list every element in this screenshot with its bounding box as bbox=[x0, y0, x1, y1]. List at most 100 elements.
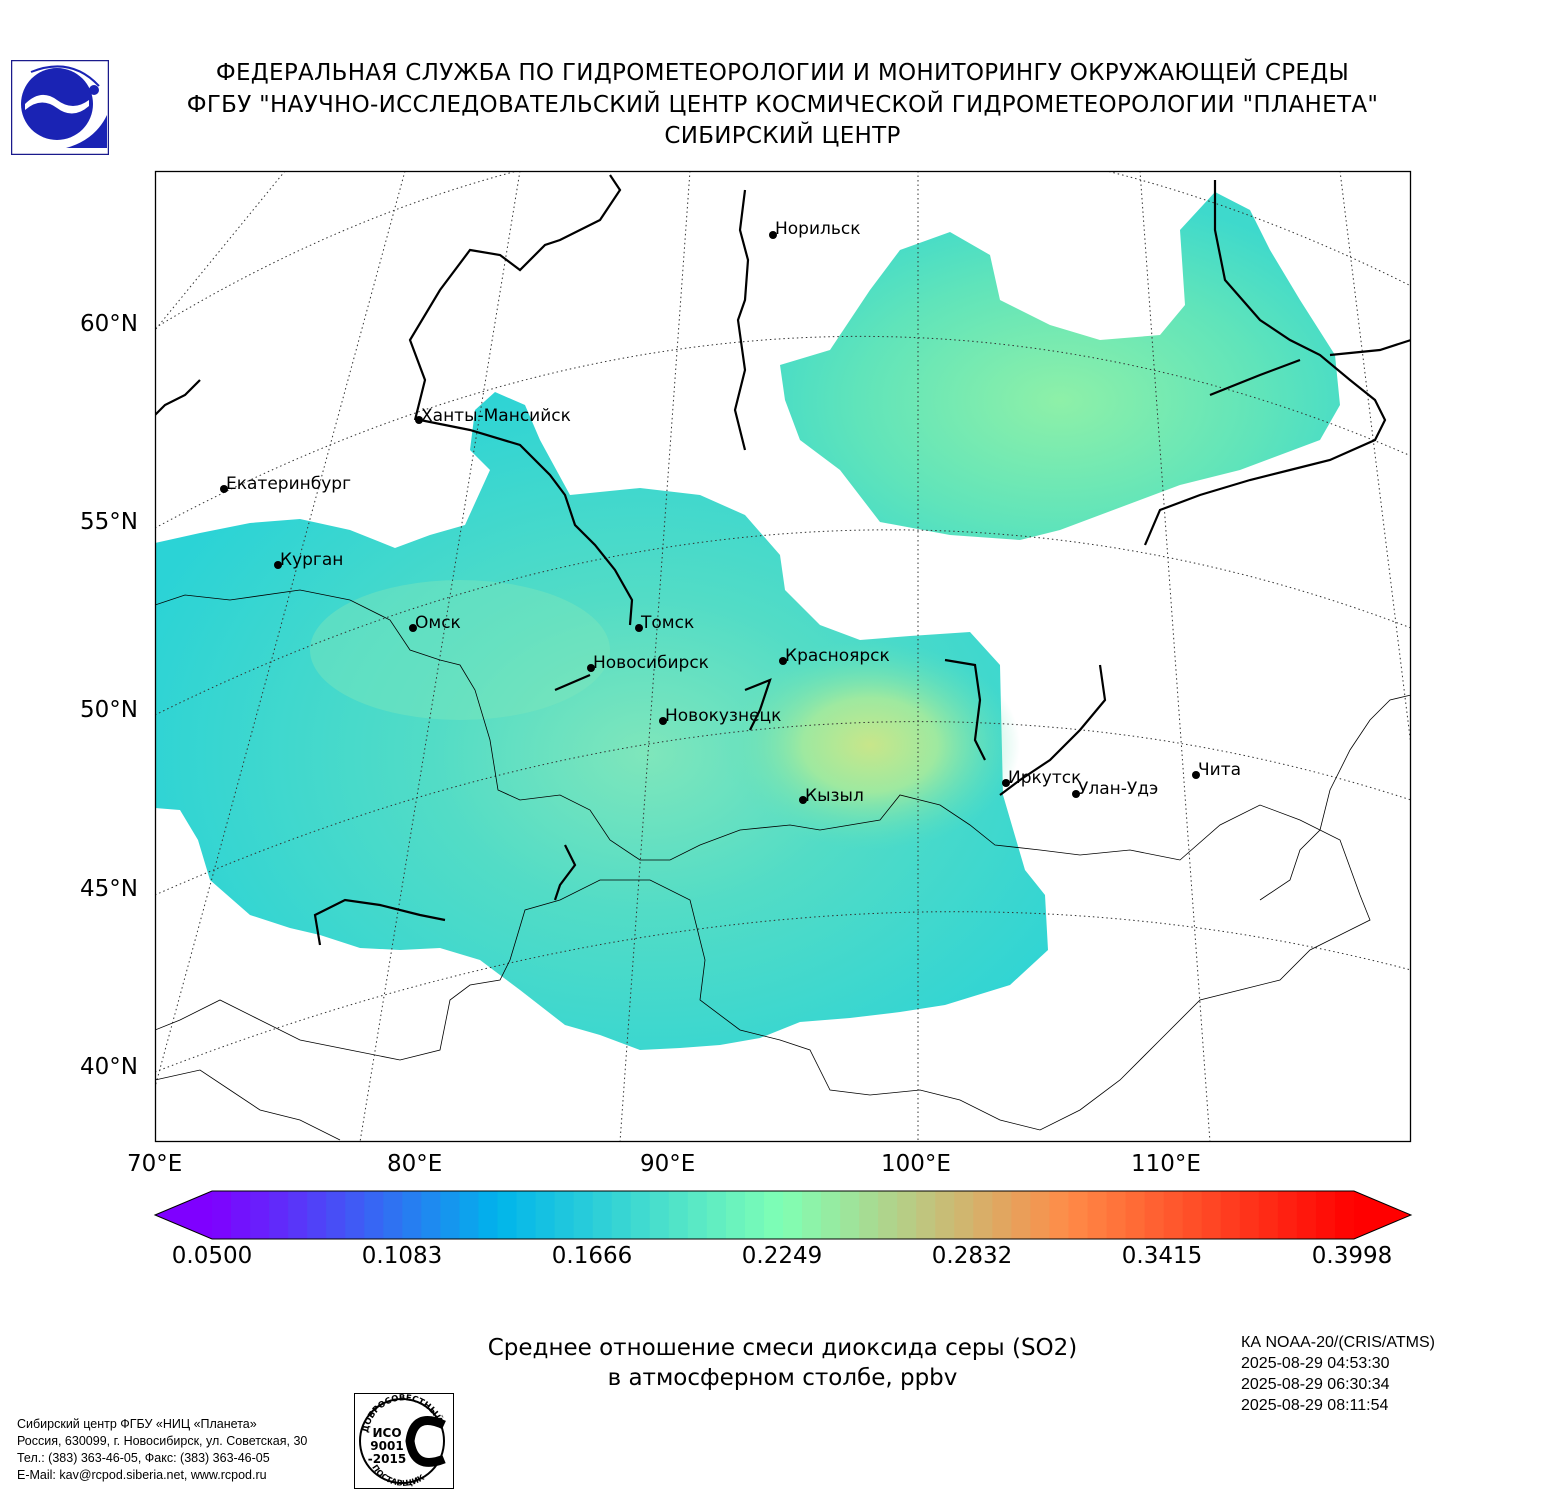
colorbar-segment bbox=[1220, 1191, 1241, 1239]
city-irkutsk: Иркутск bbox=[1002, 768, 1081, 788]
colorbar-segment bbox=[763, 1191, 784, 1239]
city-tomsk: Томск bbox=[635, 613, 694, 633]
colorbar-segment bbox=[687, 1191, 708, 1239]
chart-title-line-1: Среднее отношение смеси диоксида серы (S… bbox=[487, 1335, 1078, 1361]
lat-label-40: 40°N bbox=[80, 1054, 138, 1080]
satellite-time: 2025-08-29 08:11:54 bbox=[1241, 1397, 1389, 1414]
colorbar-segment bbox=[1125, 1191, 1146, 1239]
colorbar-segment bbox=[592, 1191, 613, 1239]
colorbar-segment bbox=[459, 1191, 480, 1239]
colorbar-segment bbox=[440, 1191, 461, 1239]
footer-address-line: E-Mail: kav@rcpod.siberia.net, www.rcpod… bbox=[17, 1468, 267, 1482]
colorbar-segment bbox=[611, 1191, 632, 1239]
colorbar-segment bbox=[992, 1191, 1012, 1239]
footer-address-line: Сибирский центр ФГБУ «НИЦ «Планета» bbox=[17, 1417, 257, 1431]
city-label: Красноярск bbox=[785, 646, 890, 666]
colorbar-segment bbox=[288, 1191, 308, 1239]
colorbar-segment bbox=[421, 1191, 441, 1239]
colorbar-segment bbox=[1277, 1191, 1298, 1239]
colorbar-segment bbox=[573, 1191, 594, 1239]
colorbar-segment bbox=[1258, 1191, 1279, 1239]
city-label: Иркутск bbox=[1008, 768, 1081, 788]
colorbar-segment bbox=[1011, 1191, 1032, 1239]
colorbar-segment bbox=[250, 1191, 270, 1239]
colorbar-segment bbox=[1049, 1191, 1070, 1239]
colorbar-segment bbox=[497, 1191, 518, 1239]
colorbar-segment bbox=[231, 1191, 251, 1239]
city-label: Норильск bbox=[775, 219, 861, 239]
colorbar-segment bbox=[783, 1191, 803, 1239]
colorbar-segment bbox=[725, 1191, 746, 1239]
lat-label-60: 60°N bbox=[80, 311, 138, 337]
colorbar-segment bbox=[1068, 1191, 1089, 1239]
lon-label-100: 100°E bbox=[881, 1151, 951, 1177]
header-line-2: ФГБУ "НАУЧНО-ИССЛЕДОВАТЕЛЬСКИЙ ЦЕНТР КОС… bbox=[186, 92, 1379, 118]
lat-label-55: 55°N bbox=[80, 509, 138, 535]
colorbar-segment bbox=[802, 1191, 822, 1239]
colorbar-segment bbox=[916, 1191, 936, 1239]
city-label: Улан-Удэ bbox=[1078, 779, 1158, 799]
satellite-name: КА NOAA-20/(CRIS/ATMS) bbox=[1241, 1334, 1435, 1351]
colorbar-segment bbox=[1106, 1191, 1127, 1239]
colorbar-segment bbox=[1239, 1191, 1260, 1239]
city-novosibirsk: Новосибирск bbox=[587, 653, 709, 673]
colorbar-segment bbox=[1087, 1191, 1108, 1239]
city-ulan-ude: Улан-Удэ bbox=[1072, 779, 1158, 799]
colorbar-segment bbox=[269, 1191, 289, 1239]
colorbar-segment bbox=[935, 1191, 955, 1239]
colorbar-segment bbox=[840, 1191, 860, 1239]
colorbar-segment bbox=[954, 1191, 974, 1239]
colorbar-tick: 0.3998 bbox=[1311, 1243, 1393, 1269]
city-label: Чита bbox=[1198, 760, 1241, 780]
lon-label-90: 90°E bbox=[640, 1151, 696, 1177]
colorbar-segment bbox=[973, 1191, 993, 1239]
chart-title-line-2: в атмосферном столбе, ppbv bbox=[607, 1365, 958, 1391]
lat-label-50: 50°N bbox=[80, 697, 138, 723]
colorbar-tick: 0.2832 bbox=[931, 1243, 1013, 1269]
city-kurgan: Курган bbox=[274, 550, 343, 570]
city-norilsk: Норильск bbox=[769, 219, 861, 239]
so2-field-northeast bbox=[780, 192, 1340, 540]
colorbar-segment bbox=[897, 1191, 917, 1239]
city-label: Омск bbox=[415, 613, 461, 633]
colorbar-tick: 0.1666 bbox=[551, 1243, 633, 1269]
colorbar-outline bbox=[153, 1190, 1413, 1240]
colorbar-segment bbox=[706, 1191, 727, 1239]
svg-text:9001: 9001 bbox=[370, 1439, 403, 1453]
colorbar bbox=[153, 1190, 1413, 1240]
city-label: Кызыл bbox=[805, 786, 864, 806]
city-krasnoyarsk: Красноярск bbox=[779, 646, 890, 666]
colorbar-segment bbox=[345, 1191, 365, 1239]
colorbar-segment bbox=[212, 1191, 232, 1239]
city-khanty-mansiysk: Ханты-Мансийск bbox=[415, 406, 571, 426]
colorbar-segment bbox=[364, 1191, 384, 1239]
colorbar-tick: 0.0500 bbox=[171, 1243, 253, 1269]
city-label: Новосибирск bbox=[593, 653, 709, 673]
svg-text:-2015: -2015 bbox=[368, 1452, 406, 1466]
colorbar-segment bbox=[1144, 1191, 1165, 1239]
colorbar-extend-max bbox=[1354, 1191, 1411, 1239]
colorbar-tick: 0.2249 bbox=[741, 1243, 823, 1269]
colorbar-segment bbox=[1334, 1191, 1355, 1239]
lat-label-45: 45°N bbox=[80, 876, 138, 902]
so2-map: Норильск Ханты-Мансийск Екатеринбург Кур… bbox=[153, 170, 1413, 1240]
city-yekaterinburg: Екатеринбург bbox=[220, 474, 351, 494]
colorbar-segment bbox=[1182, 1191, 1203, 1239]
colorbar-segment bbox=[402, 1191, 422, 1239]
city-novokuznetsk: Новокузнецк bbox=[659, 706, 781, 726]
colorbar-segment bbox=[1296, 1191, 1317, 1239]
lon-label-80: 80°E bbox=[387, 1151, 443, 1177]
header-line-3: СИБИРСКИЙ ЦЕНТР bbox=[664, 123, 901, 149]
lon-label-70: 70°E bbox=[127, 1151, 183, 1177]
so2-hotspot bbox=[720, 640, 1020, 850]
city-label: Новокузнецк bbox=[665, 706, 781, 726]
colorbar-segment bbox=[307, 1191, 327, 1239]
colorbar-segment bbox=[1163, 1191, 1184, 1239]
colorbar-segment bbox=[383, 1191, 403, 1239]
colorbar-segment bbox=[744, 1191, 765, 1239]
map-frame bbox=[154, 170, 1412, 1143]
city-omsk: Омск bbox=[409, 613, 461, 633]
colorbar-segment bbox=[630, 1191, 651, 1239]
city-label: Томск bbox=[640, 613, 694, 633]
colorbar-segment bbox=[649, 1191, 670, 1239]
